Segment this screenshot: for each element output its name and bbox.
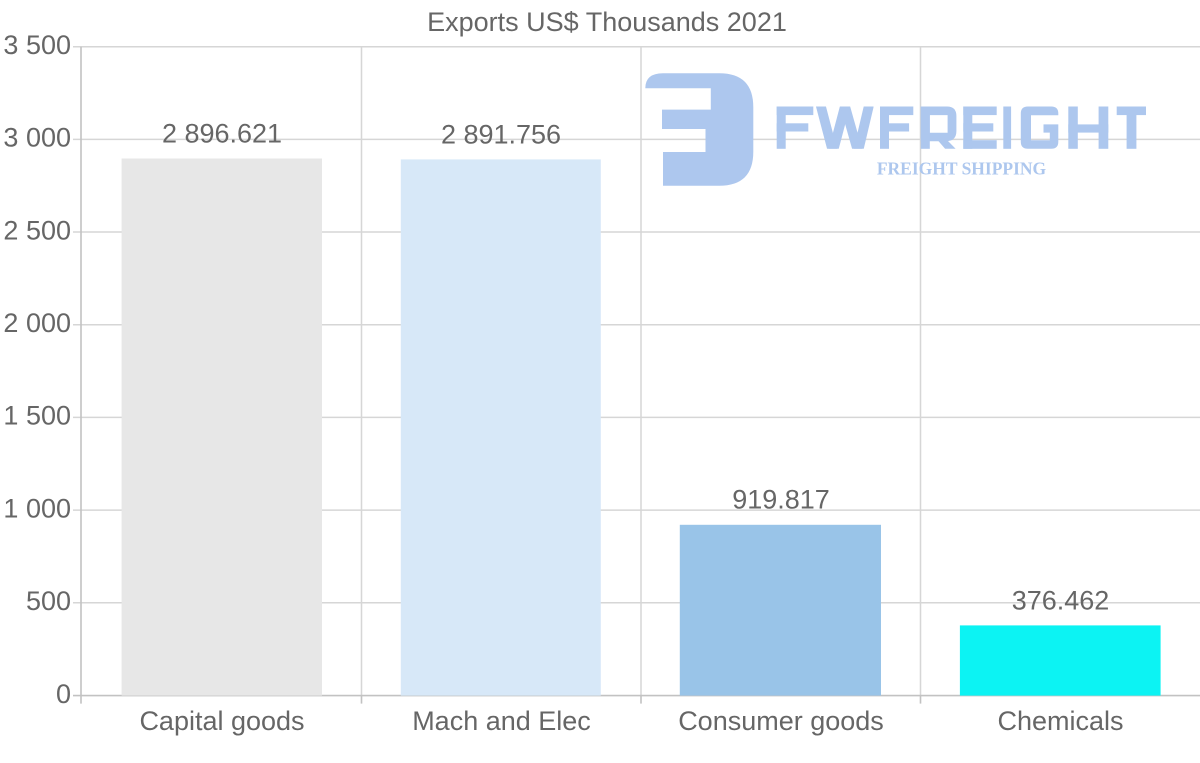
svg-text:376.462: 376.462 [1012,585,1110,615]
svg-text:1 500: 1 500 [3,401,71,431]
svg-text:Exports US$ Thousands 2021: Exports US$ Thousands 2021 [427,7,787,37]
svg-text:3 500: 3 500 [3,30,71,60]
svg-text:FREIGHT SHIPPING: FREIGHT SHIPPING [877,159,1047,179]
svg-text:2 891.756: 2 891.756 [441,119,561,149]
svg-text:0: 0 [56,679,71,709]
svg-text:1 000: 1 000 [3,493,71,523]
svg-text:Consumer goods: Consumer goods [678,706,884,736]
svg-text:2 896.621: 2 896.621 [162,119,282,149]
svg-text:Chemicals: Chemicals [997,706,1123,736]
svg-text:Capital goods: Capital goods [139,706,304,736]
svg-text:Mach and Elec: Mach and Elec [412,706,591,736]
svg-text:2 500: 2 500 [3,215,71,245]
svg-text:3 000: 3 000 [3,123,71,153]
svg-text:2 000: 2 000 [3,308,71,338]
svg-text:919.817: 919.817 [732,485,830,515]
svg-text:500: 500 [26,586,71,616]
